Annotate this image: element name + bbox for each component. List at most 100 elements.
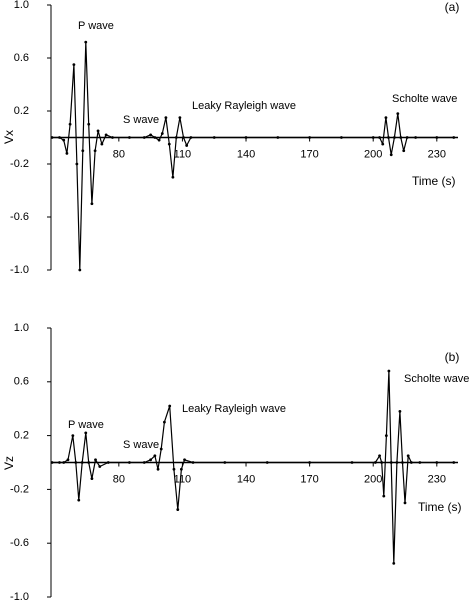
annotation: S wave	[123, 114, 159, 126]
x-axis-label: Time (s)	[412, 174, 456, 188]
data-point	[142, 136, 146, 139]
data-point	[87, 122, 91, 126]
data-point	[104, 133, 108, 137]
data-point	[401, 461, 404, 464]
data-point	[167, 142, 171, 146]
data-point	[164, 116, 168, 120]
data-point	[265, 461, 269, 464]
data-point	[84, 431, 88, 435]
data-point	[84, 40, 88, 44]
data-point	[276, 136, 280, 139]
data-point	[75, 162, 79, 166]
data-point	[156, 467, 160, 471]
data-point	[128, 136, 131, 139]
data-point	[157, 138, 161, 142]
data-point	[74, 461, 78, 464]
data-point	[90, 477, 94, 481]
data-point	[182, 136, 185, 139]
data-point	[378, 454, 381, 458]
data-point	[68, 122, 72, 126]
data-point	[168, 404, 172, 408]
data-point	[77, 498, 81, 502]
x-tick-label: 80	[113, 148, 125, 160]
y-axis-label: Vx	[2, 130, 16, 144]
data-point	[71, 434, 75, 437]
data-point	[62, 138, 66, 142]
data-point	[382, 494, 386, 498]
y-axis-label: Vz	[2, 456, 16, 470]
data-point	[81, 149, 85, 153]
y-tick-label: -0.2	[10, 158, 29, 170]
data-point	[100, 142, 104, 146]
panel-label: (b)	[445, 350, 460, 364]
data-point	[160, 132, 164, 135]
data-point	[395, 461, 399, 464]
data-point	[340, 136, 343, 139]
data-point	[396, 112, 400, 116]
y-tick-label: 1.0	[14, 322, 29, 334]
data-point	[171, 175, 175, 179]
data-point	[405, 136, 409, 139]
x-tick-label: 110	[174, 473, 192, 485]
data-point	[80, 461, 84, 464]
data-point	[399, 136, 403, 139]
data-point	[142, 461, 146, 464]
x-tick-label: 200	[364, 473, 382, 485]
data-point	[93, 149, 97, 153]
data-point	[392, 561, 396, 565]
x-tick-label: 140	[237, 148, 255, 160]
y-tick-label: -1.0	[10, 591, 29, 601]
data-point	[398, 409, 402, 413]
x-tick-label: 170	[300, 148, 318, 160]
data-point	[66, 458, 70, 462]
data-point	[409, 461, 413, 464]
data-point	[452, 136, 456, 139]
data-point	[308, 461, 312, 464]
x-tick-label: 200	[364, 148, 382, 160]
data-point	[50, 461, 54, 464]
data-point	[185, 144, 189, 147]
data-point	[176, 508, 180, 511]
data-point	[106, 461, 110, 464]
y-tick-label: 0.2	[14, 430, 29, 442]
waveform	[52, 41, 454, 271]
data-point	[371, 136, 375, 139]
data-point	[212, 136, 216, 139]
data-point	[406, 454, 410, 458]
data-point	[62, 461, 66, 464]
data-point	[373, 461, 377, 464]
data-point	[393, 136, 396, 139]
data-point	[183, 458, 186, 462]
data-point	[381, 142, 385, 146]
y-tick-label: 0.6	[14, 52, 29, 64]
data-point	[78, 268, 82, 272]
waveform	[52, 370, 454, 564]
panel-label: (a)	[445, 0, 460, 14]
data-point	[350, 461, 354, 464]
data-point	[389, 153, 393, 157]
data-point	[65, 152, 69, 155]
annotation: Leaky Rayleigh wave	[192, 100, 296, 112]
data-point	[58, 461, 61, 464]
annotation: Scholte wave	[392, 93, 457, 105]
y-tick-label: 0.2	[14, 105, 29, 117]
y-tick-label: -0.6	[10, 211, 29, 223]
x-tick-label: 110	[174, 148, 192, 160]
data-point	[308, 136, 312, 139]
data-point	[153, 136, 157, 139]
data-point	[435, 461, 439, 464]
data-point	[172, 467, 176, 471]
y-tick-label: 0.6	[14, 376, 29, 388]
y-tick-label: -0.2	[10, 483, 29, 495]
data-point	[402, 149, 406, 153]
data-point	[96, 129, 100, 133]
data-point	[387, 136, 390, 139]
data-point	[149, 133, 153, 137]
data-point	[87, 461, 91, 464]
y-tick-label: 1.0	[14, 0, 29, 11]
data-point	[94, 458, 97, 462]
data-point	[244, 136, 248, 139]
data-point	[380, 461, 384, 464]
y-tick-label: -1.0	[10, 264, 29, 276]
